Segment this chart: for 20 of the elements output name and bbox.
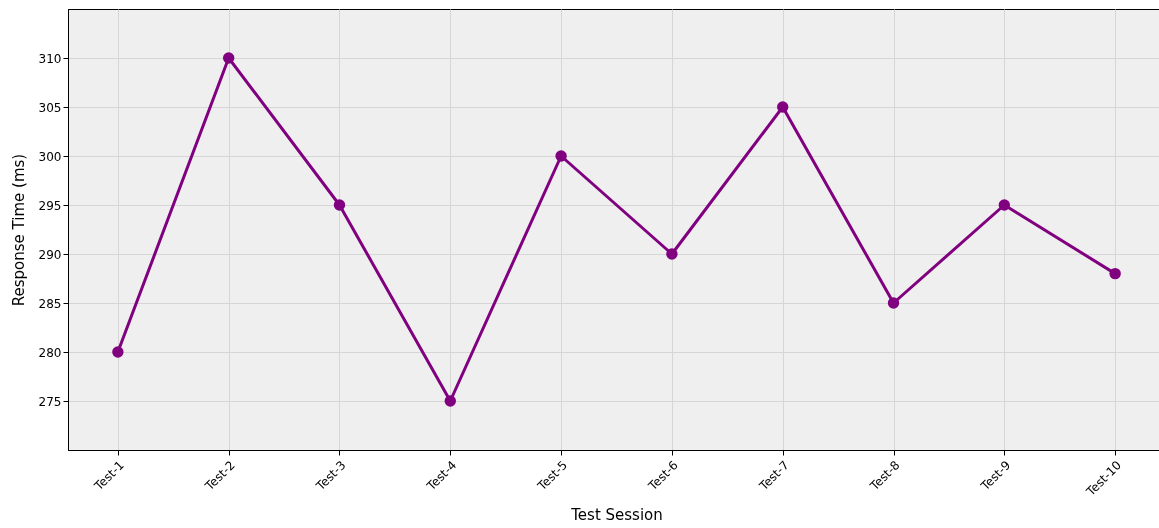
y-tick-label: 275 bbox=[38, 394, 62, 409]
point bbox=[222, 52, 235, 64]
y-tick-label: 280 bbox=[38, 345, 62, 360]
point bbox=[555, 150, 567, 162]
point bbox=[998, 199, 1011, 211]
y-tick-label: 285 bbox=[38, 296, 62, 311]
point bbox=[444, 395, 456, 407]
point bbox=[333, 199, 346, 211]
y-axis-title: Response Time (ms) bbox=[9, 153, 28, 307]
point bbox=[112, 346, 124, 358]
y-tick-label: 295 bbox=[38, 198, 62, 213]
y-tick-label: 300 bbox=[38, 149, 62, 164]
y-tick-label: 305 bbox=[38, 100, 62, 115]
point bbox=[777, 101, 789, 113]
x-axis-title: Test Session bbox=[570, 505, 663, 524]
y-tick-label: 290 bbox=[38, 247, 62, 262]
point bbox=[887, 297, 900, 309]
point bbox=[666, 248, 678, 260]
y-tick-label: 310 bbox=[38, 51, 62, 66]
point bbox=[1109, 267, 1121, 280]
